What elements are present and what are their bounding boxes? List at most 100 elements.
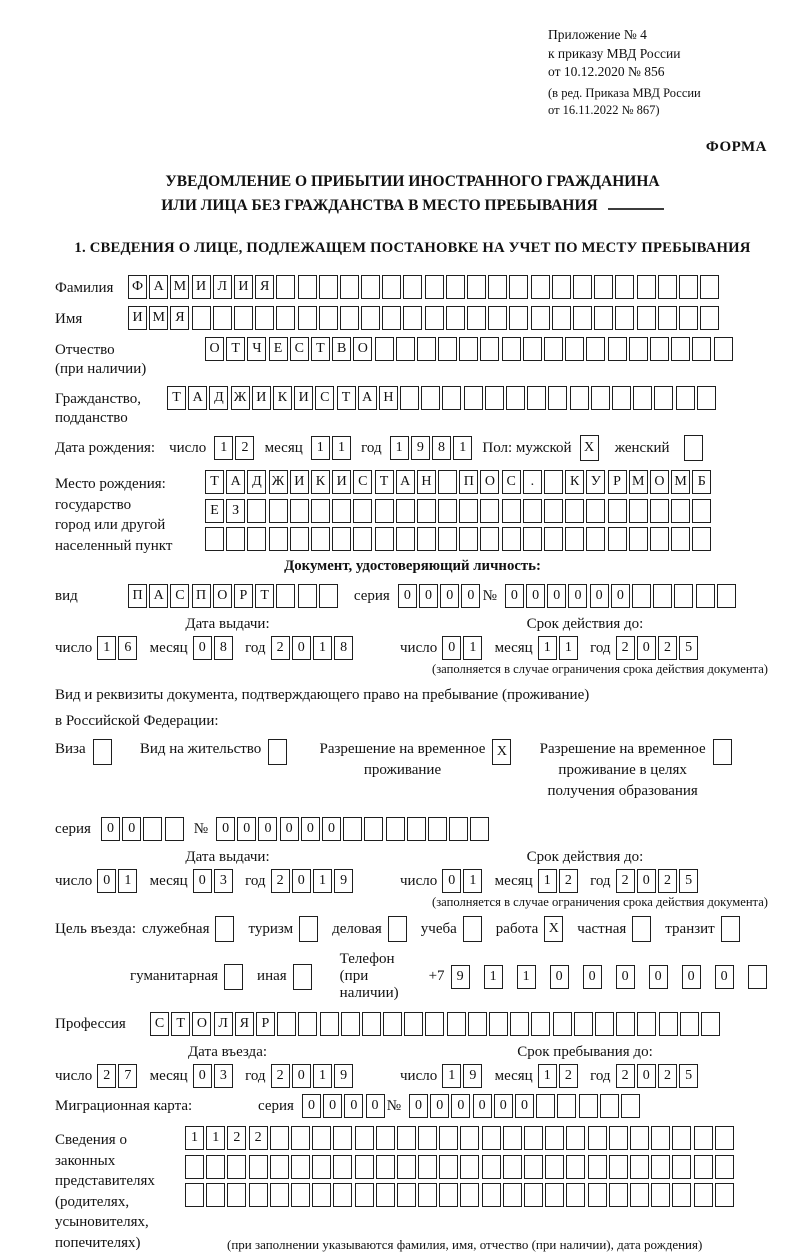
patronymic-char-cell[interactable]: [438, 337, 458, 362]
birth-place-char-cell[interactable]: [586, 498, 606, 523]
doc-number-cell[interactable]: [632, 584, 651, 609]
representative-char-cell[interactable]: 2: [227, 1126, 247, 1151]
given-name-char-cell[interactable]: М: [149, 306, 169, 331]
issue-month-cell[interactable]: 0: [192, 636, 212, 661]
patronymic-char-cell[interactable]: [671, 337, 691, 362]
representative-char-cell[interactable]: [375, 1126, 395, 1151]
purpose-study-checkbox[interactable]: [462, 916, 496, 943]
given-name-char-cell[interactable]: [509, 306, 529, 331]
representative-char-cell[interactable]: [714, 1183, 734, 1208]
given-name-char-cell[interactable]: [530, 306, 550, 331]
representative-char-cell[interactable]: [481, 1154, 501, 1179]
patronymic-char-cell[interactable]: О: [205, 337, 224, 362]
until-day-cell[interactable]: 1: [442, 1064, 462, 1089]
patronymic-char-cell[interactable]: [544, 337, 563, 362]
representative-char-cell[interactable]: [290, 1183, 310, 1208]
birth-year-cell[interactable]: 1: [389, 436, 409, 461]
until-year-cell[interactable]: 2: [615, 1064, 635, 1089]
stay-number-cell[interactable]: [449, 817, 469, 842]
representative-char-cell[interactable]: 2: [248, 1126, 268, 1151]
birth-month-cell[interactable]: 1: [310, 436, 330, 461]
representative-char-cell[interactable]: [545, 1183, 565, 1208]
patronymic-char-cell[interactable]: [459, 337, 479, 362]
birth-place-char-cell[interactable]: И: [289, 470, 309, 495]
patronymic-char-cell[interactable]: [522, 337, 542, 362]
entry-year-cell[interactable]: 0: [291, 1064, 311, 1089]
surname-char-cell[interactable]: [657, 275, 677, 300]
birth-place-char-cell[interactable]: [565, 527, 585, 552]
stay-issue-year-cell[interactable]: 9: [334, 869, 354, 894]
citizenship-char-cell[interactable]: [569, 386, 589, 411]
birth-place-char-cell[interactable]: [395, 527, 415, 552]
birth-place-char-cell[interactable]: [649, 498, 669, 523]
given-name-char-cell[interactable]: [297, 306, 317, 331]
representative-char-cell[interactable]: [227, 1154, 247, 1179]
given-name-char-cell[interactable]: И: [128, 306, 147, 331]
representative-char-cell[interactable]: [693, 1126, 713, 1151]
given-name-char-cell[interactable]: Я: [170, 306, 190, 331]
temp-residence-edu-checkbox[interactable]: [706, 739, 734, 766]
surname-char-cell[interactable]: [572, 275, 592, 300]
stay-series-cell[interactable]: 0: [101, 817, 120, 842]
given-name-char-cell[interactable]: [445, 306, 465, 331]
representative-char-cell[interactable]: [375, 1183, 395, 1208]
birth-place-char-cell[interactable]: [416, 527, 436, 552]
doc-series-cell[interactable]: 0: [419, 584, 438, 609]
surname-char-cell[interactable]: [445, 275, 465, 300]
profession-char-cell[interactable]: [573, 1012, 593, 1037]
birth-place-char-cell[interactable]: Б: [692, 470, 712, 495]
birth-place-char-cell[interactable]: [268, 498, 288, 523]
citizenship-char-cell[interactable]: К: [272, 386, 292, 411]
profession-char-cell[interactable]: [298, 1012, 318, 1037]
birth-place-char-cell[interactable]: [522, 527, 542, 552]
purpose-other-checkbox[interactable]: [292, 963, 326, 990]
birth-month-cell[interactable]: 1: [331, 436, 351, 461]
representative-char-cell[interactable]: [227, 1183, 247, 1208]
citizenship-char-cell[interactable]: Т: [167, 386, 186, 411]
profession-char-cell[interactable]: [467, 1012, 487, 1037]
given-name-char-cell[interactable]: [467, 306, 486, 331]
representative-char-cell[interactable]: [439, 1126, 459, 1151]
profession-char-cell[interactable]: [446, 1012, 466, 1037]
birth-place-char-cell[interactable]: С: [501, 470, 521, 495]
issue-year-cell[interactable]: 1: [312, 636, 332, 661]
birth-place-char-cell[interactable]: [480, 498, 500, 523]
profession-char-cell[interactable]: [425, 1012, 445, 1037]
surname-char-cell[interactable]: [488, 275, 508, 300]
valid-day-cell[interactable]: 0: [442, 636, 462, 661]
representative-char-cell[interactable]: [418, 1154, 438, 1179]
birth-place-char-cell[interactable]: [247, 498, 267, 523]
representative-char-cell[interactable]: [418, 1183, 438, 1208]
doc-number-cell[interactable]: [674, 584, 694, 609]
representative-char-cell[interactable]: [333, 1126, 353, 1151]
migration-number-cell[interactable]: 0: [472, 1094, 492, 1119]
representative-char-cell[interactable]: [587, 1183, 607, 1208]
birth-place-char-cell[interactable]: [628, 527, 648, 552]
profession-char-cell[interactable]: [404, 1012, 424, 1037]
doc-kind-char-cell[interactable]: П: [191, 584, 211, 609]
birth-place-char-cell[interactable]: К: [310, 470, 330, 495]
representative-char-cell[interactable]: [269, 1154, 289, 1179]
citizenship-char-cell[interactable]: С: [315, 386, 335, 411]
birth-place-char-cell[interactable]: [310, 498, 330, 523]
representative-char-cell[interactable]: [185, 1154, 204, 1179]
citizenship-char-cell[interactable]: [654, 386, 674, 411]
purpose-transit-checkbox[interactable]: [720, 916, 754, 943]
surname-char-cell[interactable]: [509, 275, 529, 300]
purpose-checkbox-cell[interactable]: [224, 963, 244, 990]
issue-month-cell[interactable]: 8: [213, 636, 233, 661]
birth-place-char-cell[interactable]: [310, 527, 330, 552]
representative-char-cell[interactable]: [269, 1126, 289, 1151]
given-name-char-cell[interactable]: [424, 306, 444, 331]
